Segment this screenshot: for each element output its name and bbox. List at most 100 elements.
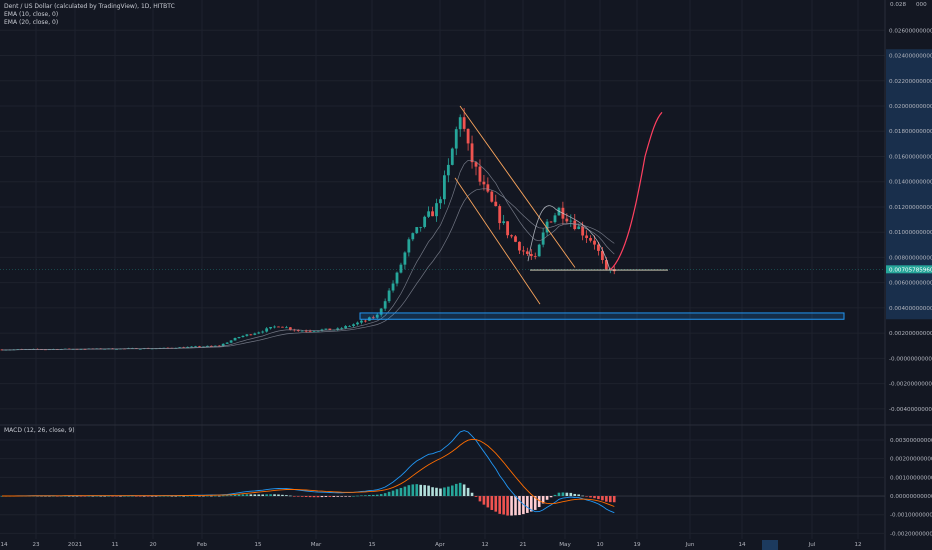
lower-trendline [454, 177, 541, 305]
macd-tick-label: 0.00100000000 [890, 475, 932, 481]
macd-histogram-bar [569, 492, 573, 497]
candle-body [474, 162, 478, 167]
candle-body [581, 226, 585, 236]
candle-body [518, 241, 521, 251]
candle-body [115, 348, 118, 350]
candle-body [206, 345, 209, 347]
time-tick-label: 10 [596, 542, 604, 548]
macd-histogram-bar [553, 494, 557, 497]
candle-body [601, 250, 604, 261]
macd-histogram-bar [470, 492, 474, 497]
candle-body [446, 164, 450, 176]
macd-histogram-bar [581, 495, 584, 497]
macd-histogram-bar [158, 496, 162, 497]
macd-histogram-bar [52, 495, 55, 497]
macd-histogram-bar [135, 496, 138, 497]
macd-histogram-bar [391, 490, 395, 497]
macd-histogram-bar [565, 492, 569, 497]
ema20-legend[interactable]: EMA (20, close, 0) [4, 19, 59, 26]
candle-body [261, 331, 265, 333]
macd-histogram-bar [375, 494, 379, 497]
macd-histogram-bar [605, 496, 608, 502]
macd-histogram-bar [383, 493, 387, 497]
candle-body [249, 334, 253, 336]
macd-histogram-bar [166, 495, 170, 497]
macd-histogram-bar [87, 495, 91, 497]
macd-histogram-bar [202, 495, 205, 497]
macd-histogram-bar [127, 495, 130, 497]
price-tick-label: 0.02200000000 [889, 79, 932, 85]
macd-histogram-bar [593, 496, 596, 499]
time-tick-label: 12 [854, 542, 861, 548]
macd-histogram-bar [368, 494, 371, 497]
price-badge-bg [886, 265, 932, 274]
time-tick-label: 19 [633, 542, 641, 548]
macd-histogram-bar [304, 496, 308, 497]
macd-histogram-bar [119, 496, 122, 497]
candle-body [225, 342, 229, 344]
candle-body [221, 343, 225, 346]
macd-histogram-bar [356, 495, 359, 497]
candle-body [312, 330, 316, 332]
candle-body [514, 236, 517, 242]
macd-histogram-bar [71, 495, 75, 497]
candle-body [281, 326, 284, 328]
candle-body [138, 348, 142, 350]
macd-histogram-bar [510, 496, 513, 516]
candle-body [296, 330, 300, 332]
current-price-badge: 0.00705785960 [886, 265, 932, 274]
candle-body [593, 240, 596, 245]
macd-histogram-bar [146, 496, 150, 497]
macd-histogram-bar [462, 484, 466, 497]
macd-histogram-bar [241, 494, 245, 497]
candle-body [506, 221, 509, 236]
macd-histogram-bar [609, 496, 612, 503]
macd-histogram-bar [478, 496, 482, 502]
candle-body [541, 232, 545, 245]
time-tick-label: 11 [111, 542, 119, 548]
macd-histogram-bar [320, 496, 324, 498]
macd-histogram-bar [83, 496, 87, 497]
candle-body [273, 326, 276, 328]
macd-histogram-bar [99, 495, 103, 497]
macd-histogram-bar [214, 495, 217, 497]
ema10-legend[interactable]: EMA (10, close, 0) [4, 11, 59, 18]
macd-histogram-bar [561, 492, 565, 497]
macd-tick-label: -0.00200000000 [890, 531, 932, 537]
time-tick-label: 14 [738, 542, 746, 548]
macd-histogram-bar [174, 495, 178, 497]
macd-histogram-bar [530, 496, 533, 512]
macd-histogram-bar [210, 495, 213, 497]
macd-histogram-bar [316, 496, 320, 498]
candle-body [553, 215, 557, 223]
macd-histogram-bar [48, 495, 51, 497]
price-axis[interactable]: 0.028 000 0.02600000000 0.02400000000 0.0220… [889, 2, 932, 413]
time-tick-label: 15 [368, 542, 376, 548]
candle-body [462, 117, 466, 129]
macd-histogram-bar [522, 496, 525, 515]
macd-histogram-bar [577, 494, 580, 497]
macd-axis[interactable]: 0.00300000000 0.00200000000 0.00100000000 0… [890, 438, 932, 537]
macd-histogram-bar [332, 496, 336, 497]
macd-histogram-bar [269, 494, 272, 497]
candle-body [604, 260, 608, 270]
candle-body [490, 191, 494, 202]
candle-body [352, 324, 355, 326]
ema10-line [1, 159, 615, 351]
macd-histogram-bar [431, 487, 434, 497]
macd-histogram-bar [324, 496, 328, 497]
candle-body [288, 327, 292, 330]
symbol-legend[interactable]: Dent / US Dollar (calculated by TradingV… [4, 3, 175, 10]
macd-histogram-bar [514, 496, 517, 516]
price-tick-label: 0.01200000000 [889, 205, 932, 211]
macd-histogram-bar [162, 495, 166, 497]
macd-histogram-bar [518, 496, 521, 516]
candle-body [545, 221, 549, 233]
macd-legend[interactable]: MACD (12, 26, close, 9) [4, 427, 75, 434]
macd-histogram-bar [573, 493, 577, 497]
macd-histogram-bar [308, 496, 312, 498]
candle-body [379, 308, 383, 315]
macd-histogram-bar [585, 496, 588, 497]
time-axis[interactable]: 14 23 2021 11 20 Feb 15 Mar 15 Apr 12 21 May 10 19 Jun 1… [0, 542, 861, 548]
